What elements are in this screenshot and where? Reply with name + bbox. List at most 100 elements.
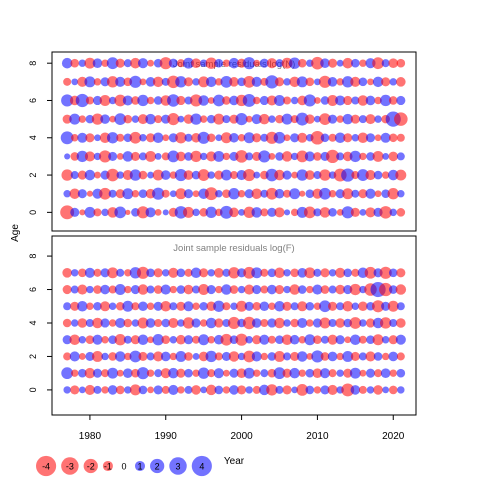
positive-residual-bubble <box>342 113 354 125</box>
negative-residual-bubble <box>77 76 88 87</box>
positive-residual-bubble <box>365 368 376 378</box>
positive-residual-bubble <box>100 268 110 278</box>
negative-residual-bubble <box>243 206 255 219</box>
positive-residual-bubble <box>273 131 286 144</box>
legend-item: 4 <box>191 455 212 477</box>
positive-residual-bubble <box>335 189 345 199</box>
negative-residual-bubble <box>183 206 194 218</box>
negative-residual-bubble <box>93 208 102 217</box>
negative-residual-bubble <box>358 385 367 394</box>
positive-residual-bubble <box>274 95 285 106</box>
positive-residual-bubble <box>69 351 80 362</box>
positive-residual-bubble <box>275 59 284 68</box>
positive-residual-bubble <box>396 302 405 311</box>
negative-residual-bubble <box>161 152 170 161</box>
plots-group: Joint sample residuals log(N)02468Joint … <box>28 51 417 442</box>
negative-residual-bubble <box>214 352 223 361</box>
positive-residual-bubble <box>146 352 155 361</box>
negative-residual-bubble <box>396 268 406 278</box>
positive-residual-bubble <box>243 57 256 70</box>
positive-residual-bubble <box>108 189 117 198</box>
legend-positive-bubble <box>169 457 187 475</box>
negative-residual-bubble <box>351 268 360 277</box>
legend-item: 2 <box>150 458 165 474</box>
positive-residual-bubble <box>351 134 360 142</box>
negative-residual-bubble <box>138 351 148 362</box>
positive-residual-bubble <box>290 96 299 105</box>
negative-residual-bubble <box>318 75 332 88</box>
positive-residual-bubble <box>341 206 354 219</box>
negative-residual-bubble <box>313 302 322 310</box>
positive-residual-bubble <box>205 317 217 329</box>
positive-residual-bubble <box>106 132 119 144</box>
positive-residual-bubble <box>145 207 156 218</box>
positive-residual-bubble <box>215 189 223 198</box>
negative-residual-bubble <box>84 384 95 395</box>
negative-residual-bubble <box>146 96 155 105</box>
negative-residual-bubble <box>183 284 194 295</box>
positive-residual-bubble <box>228 188 240 200</box>
positive-residual-bubble <box>207 269 215 277</box>
positive-residual-bubble <box>336 152 345 161</box>
positive-residual-bubble <box>349 367 361 379</box>
positive-residual-bubble <box>62 335 72 345</box>
negative-residual-bubble <box>373 385 383 395</box>
negative-residual-bubble <box>99 95 111 106</box>
y-tick-label: 2 <box>28 173 38 178</box>
negative-residual-bubble <box>199 319 208 327</box>
negative-residual-bubble <box>222 96 231 105</box>
negative-residual-bubble <box>266 187 278 200</box>
positive-residual-bubble <box>314 115 321 123</box>
legend-negative-bubble <box>61 457 79 475</box>
negative-residual-bubble <box>207 336 215 344</box>
y-tick-label: 4 <box>28 320 38 325</box>
positive-residual-bubble <box>245 386 253 394</box>
positive-residual-bubble <box>61 94 74 107</box>
negative-residual-bubble <box>130 151 140 161</box>
positive-residual-bubble <box>251 318 262 328</box>
positive-residual-bubble <box>100 284 110 295</box>
positive-residual-bubble <box>275 152 284 161</box>
positive-residual-bubble <box>153 301 163 311</box>
negative-residual-bubble <box>253 96 261 105</box>
negative-residual-bubble <box>387 300 399 312</box>
positive-residual-bubble <box>94 134 101 142</box>
positive-residual-bubble <box>273 367 286 380</box>
negative-residual-bubble <box>305 77 315 87</box>
negative-residual-bubble <box>396 352 405 361</box>
negative-residual-bubble <box>152 76 164 88</box>
legend-label: -1 <box>104 462 112 472</box>
positive-residual-bubble <box>381 301 391 311</box>
negative-residual-bubble <box>190 94 203 107</box>
positive-residual-bubble <box>147 171 154 179</box>
y-tick-label: 4 <box>28 135 38 140</box>
positive-residual-bubble <box>259 334 270 345</box>
negative-residual-bubble <box>129 384 141 396</box>
negative-residual-bubble <box>290 208 299 217</box>
negative-residual-bubble <box>137 317 149 329</box>
positive-residual-bubble <box>184 385 193 394</box>
positive-residual-bubble <box>328 285 337 294</box>
positive-residual-bubble <box>190 113 202 125</box>
negative-residual-bubble <box>93 268 102 277</box>
negative-residual-bubble <box>161 335 171 345</box>
positive-residual-bubble <box>76 150 89 163</box>
negative-residual-bubble <box>131 96 140 105</box>
positive-residual-bubble <box>251 351 262 362</box>
negative-residual-bubble <box>274 284 285 295</box>
positive-residual-bubble <box>214 58 224 68</box>
positive-residual-bubble <box>92 58 103 68</box>
negative-residual-bubble <box>298 369 306 377</box>
negative-residual-bubble <box>114 94 127 107</box>
positive-residual-bubble <box>92 334 103 345</box>
positive-residual-bubble <box>167 150 180 163</box>
negative-residual-bubble <box>283 96 292 105</box>
negative-residual-bubble <box>183 77 194 87</box>
negative-residual-bubble <box>124 269 132 277</box>
negative-residual-bubble <box>220 333 233 346</box>
positive-residual-bubble <box>267 352 277 361</box>
negative-residual-bubble <box>374 96 382 105</box>
positive-residual-bubble <box>222 268 231 277</box>
positive-residual-bubble <box>366 335 375 345</box>
positive-residual-bubble <box>389 78 397 86</box>
